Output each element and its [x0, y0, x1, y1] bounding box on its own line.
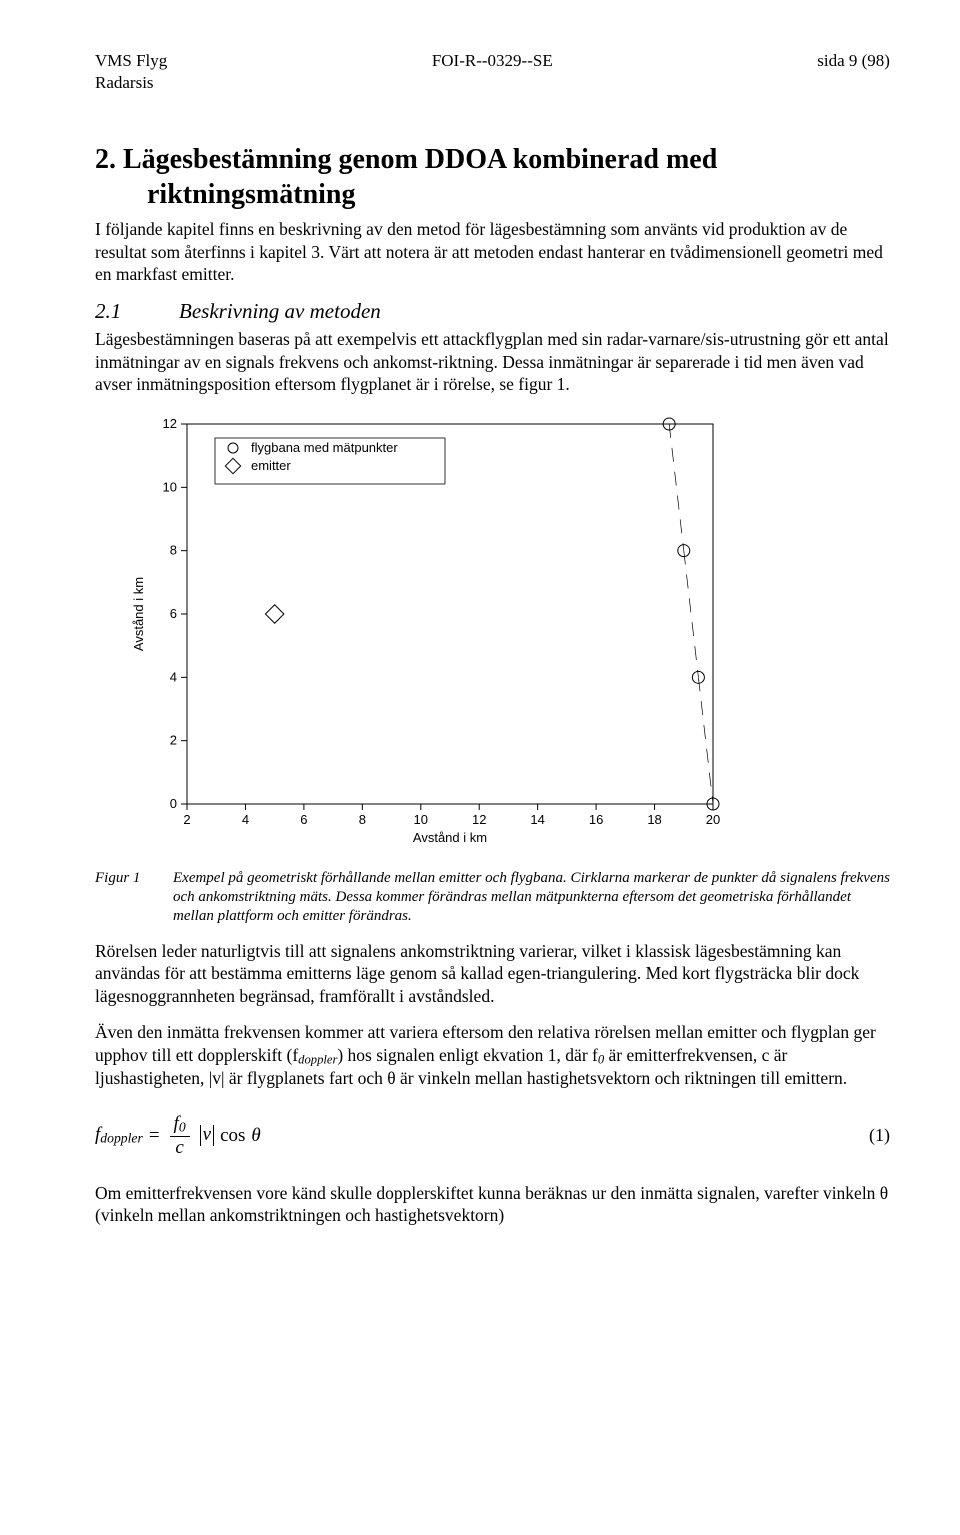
svg-text:14: 14 — [530, 812, 544, 827]
svg-text:18: 18 — [647, 812, 661, 827]
eq-cos: cos — [220, 1125, 245, 1147]
figure-caption: Figur 1 Exempel på geometriskt förhållan… — [95, 869, 890, 927]
section-number: 2. — [95, 144, 116, 175]
figure-1: 2468101214161820024681012Avstånd i kmAvs… — [125, 414, 890, 859]
para-doppler-t2: ) hos signalen enligt ekvation 1, där f — [337, 1045, 598, 1065]
svg-text:0: 0 — [170, 796, 177, 811]
section-title: Lägesbestämning genom DDOA kombinerad me… — [123, 144, 717, 210]
header-left: VMS Flyg Radarsis — [95, 50, 167, 94]
svg-text:flygbana med mätpunkter: flygbana med mätpunkter — [251, 440, 398, 455]
subsection-title: Beskrivning av metoden — [179, 299, 381, 323]
section-heading: 2. Lägesbestämning genom DDOA kombinerad… — [147, 142, 890, 212]
subsection-heading: 2.1Beskrivning av metoden — [95, 299, 890, 324]
svg-text:Avstånd i km: Avstånd i km — [131, 576, 146, 650]
svg-text:4: 4 — [170, 669, 177, 684]
svg-text:emitter: emitter — [251, 458, 291, 473]
subsection-para: Lägesbestämningen baseras på att exempel… — [95, 328, 890, 395]
svg-text:12: 12 — [472, 812, 486, 827]
equation-number: (1) — [869, 1125, 890, 1146]
svg-text:2: 2 — [183, 812, 190, 827]
header-center: FOI-R--0329--SE — [432, 50, 553, 94]
para-after-fig: Rörelsen leder naturligtvis till att sig… — [95, 940, 890, 1007]
eq-theta: θ — [251, 1125, 260, 1147]
figure-label: Figur 1 — [95, 869, 173, 927]
svg-text:Avstånd i km: Avstånd i km — [413, 830, 487, 845]
svg-text:20: 20 — [706, 812, 720, 827]
page-header: VMS Flyg Radarsis FOI-R--0329--SE sida 9… — [95, 50, 890, 94]
para-last: Om emitterfrekvensen vore känd skulle do… — [95, 1182, 890, 1227]
eq-abs-v: v — [200, 1125, 214, 1146]
svg-text:6: 6 — [170, 606, 177, 621]
figure-caption-text: Exempel på geometriskt förhållande mella… — [173, 869, 890, 927]
para-doppler: Även den inmätta frekvensen kommer att v… — [95, 1021, 890, 1089]
svg-text:4: 4 — [242, 812, 249, 827]
svg-text:12: 12 — [163, 416, 177, 431]
equation-1: fdoppler = f0 c v cosθ (1) — [95, 1114, 890, 1158]
eq-equals: = — [149, 1125, 160, 1147]
page: VMS Flyg Radarsis FOI-R--0329--SE sida 9… — [0, 0, 960, 1300]
svg-text:10: 10 — [414, 812, 428, 827]
svg-text:8: 8 — [359, 812, 366, 827]
eq-frac-num: f0 — [170, 1114, 190, 1137]
svg-text:16: 16 — [589, 812, 603, 827]
svg-text:2: 2 — [170, 732, 177, 747]
para-doppler-sub1: doppler — [298, 1052, 337, 1066]
eq-lhs: fdoppler — [95, 1124, 143, 1147]
svg-text:6: 6 — [300, 812, 307, 827]
svg-text:10: 10 — [163, 479, 177, 494]
section-para1: I följande kapitel finns en beskrivning … — [95, 218, 890, 285]
eq-fraction: f0 c — [170, 1114, 190, 1158]
svg-text:8: 8 — [170, 542, 177, 557]
chart: 2468101214161820024681012Avstånd i kmAvs… — [125, 414, 725, 854]
header-left-line2: Radarsis — [95, 73, 154, 92]
header-right: sida 9 (98) — [817, 50, 890, 94]
equation-body: fdoppler = f0 c v cosθ — [95, 1114, 261, 1158]
subsection-number: 2.1 — [95, 299, 179, 324]
eq-frac-den: c — [171, 1137, 187, 1158]
header-left-line1: VMS Flyg — [95, 51, 167, 70]
